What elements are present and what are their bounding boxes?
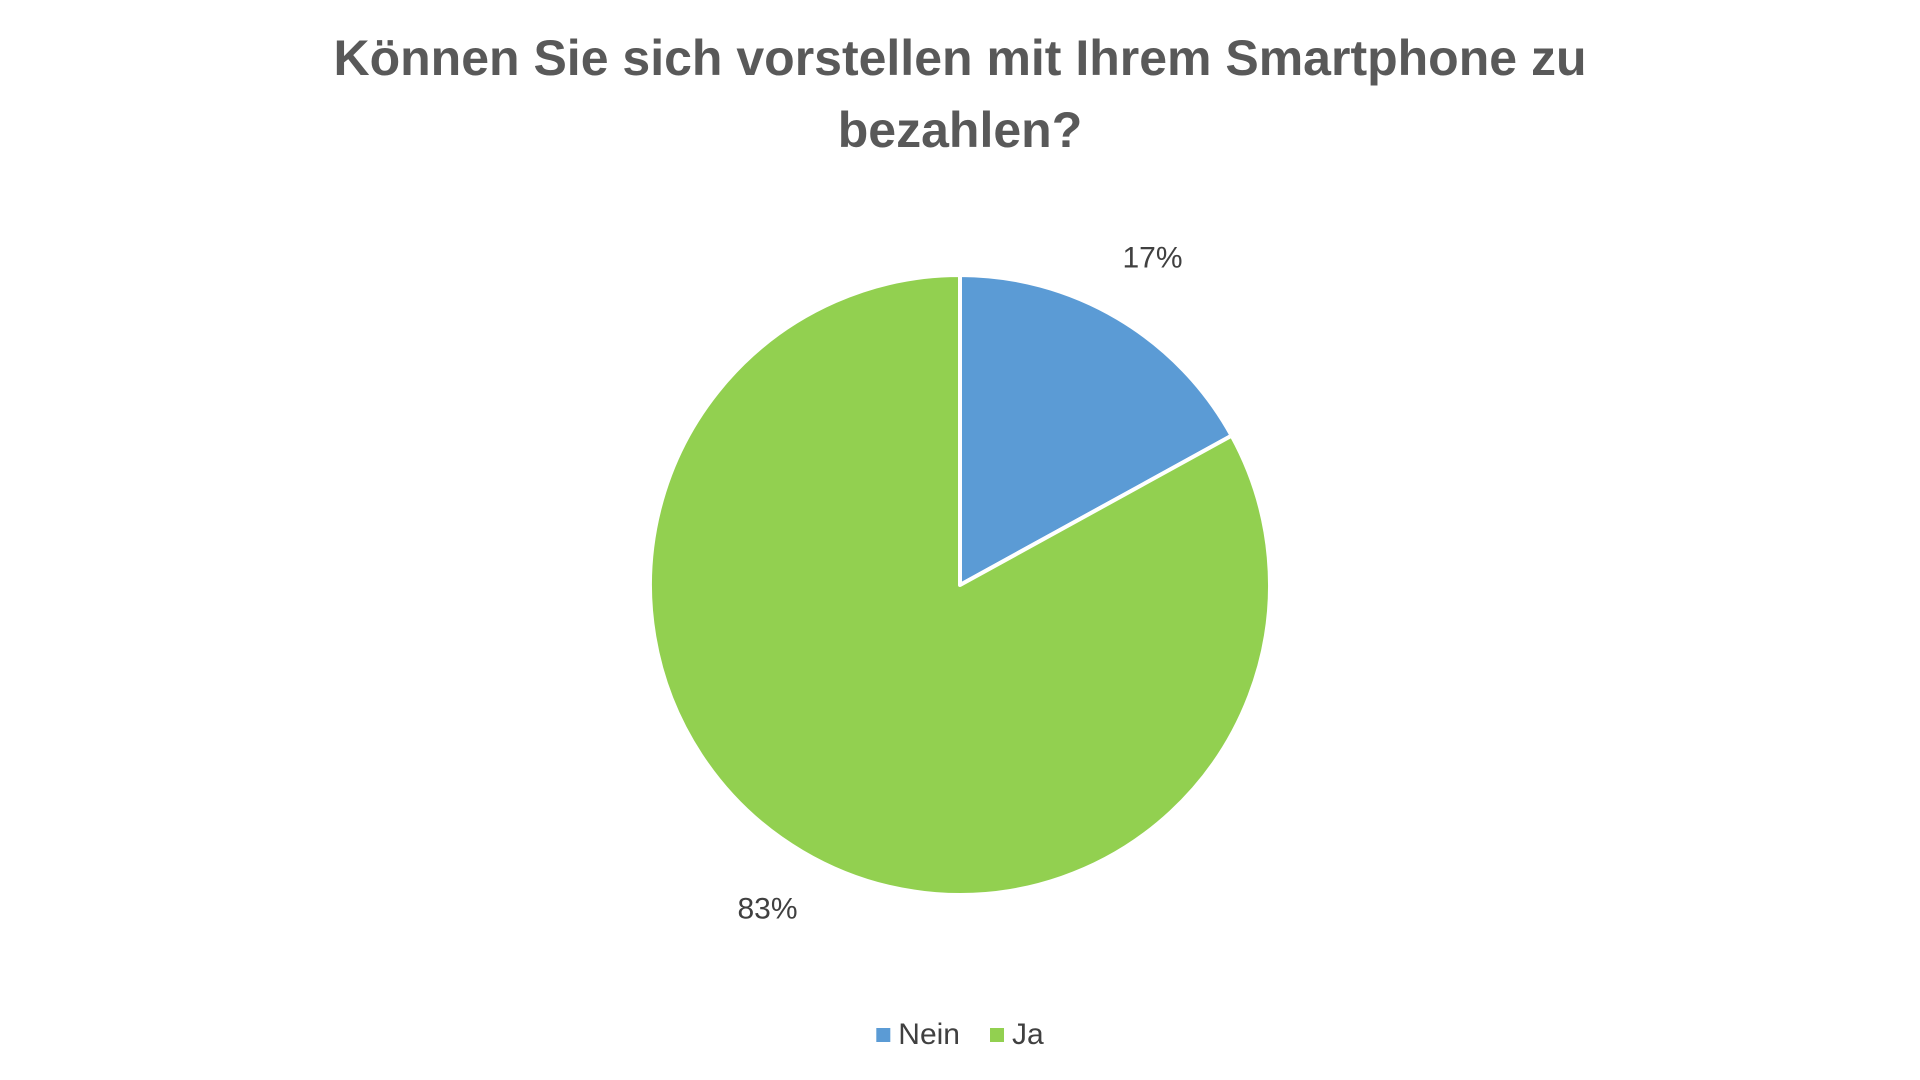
pie-slice — [648, 273, 1272, 897]
legend-swatch — [876, 1028, 891, 1042]
legend-label: Ja — [1012, 1018, 1044, 1051]
legend-swatch — [990, 1028, 1005, 1042]
legend-label: Nein — [898, 1018, 960, 1051]
data-label: 17% — [1122, 241, 1182, 274]
pie-slice — [958, 273, 1234, 587]
data-label: 83% — [737, 892, 797, 925]
chart-title: Können Sie sich vorstellen mit Ihrem Sma… — [333, 30, 1587, 158]
